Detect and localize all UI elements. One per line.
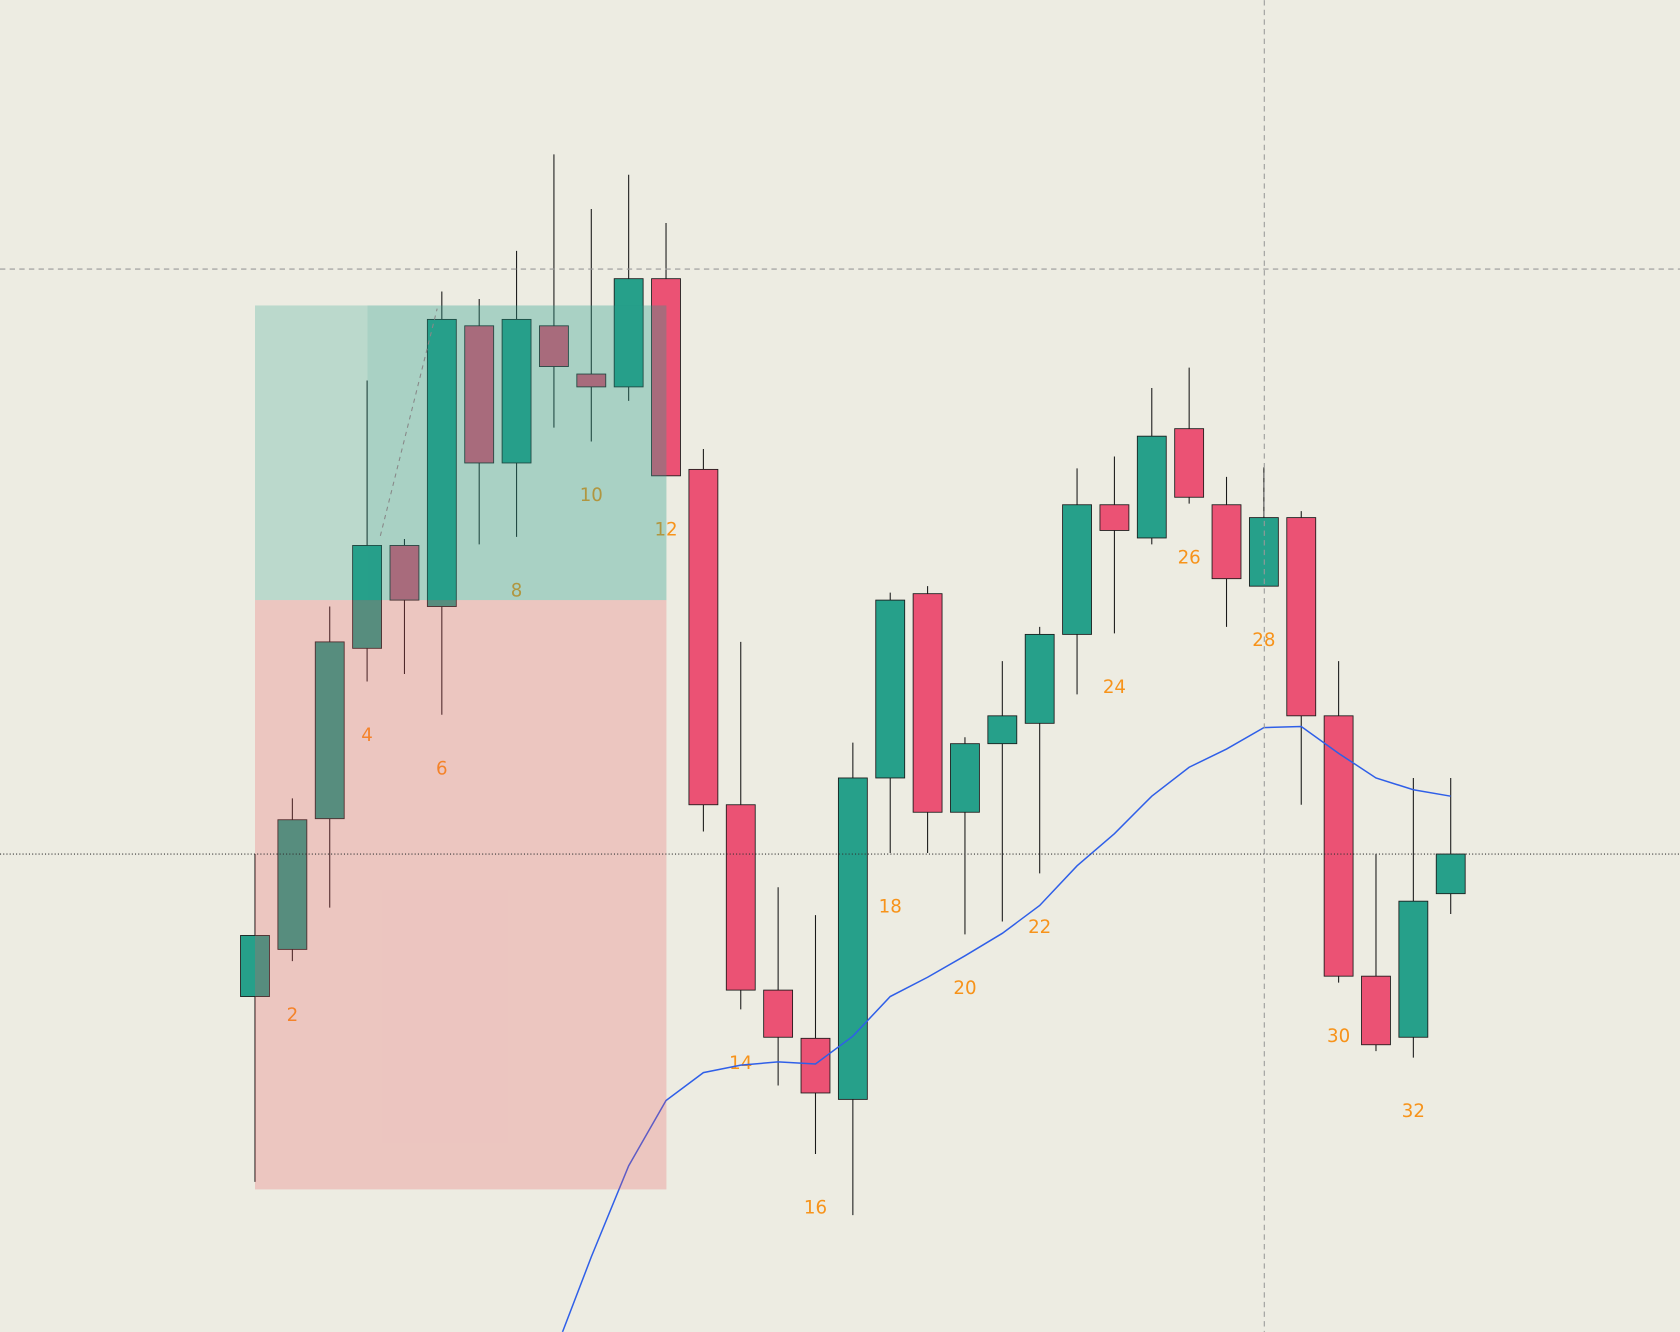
candle-body: [1136, 435, 1167, 539]
stop-zone: [255, 600, 667, 1190]
candle-label: 22: [1028, 917, 1051, 938]
candle-body: [314, 641, 345, 820]
candle-label: 26: [1178, 547, 1201, 568]
candle-label: 12: [654, 519, 677, 540]
candle-label: 18: [879, 897, 902, 918]
position-tool: [255, 305, 667, 1190]
target-zone-highlight: [367, 305, 667, 601]
candle-body: [464, 325, 495, 464]
candle-body: [875, 599, 906, 779]
plot: 2468101214161820222426283032: [240, 154, 1466, 1332]
candle-body: [1435, 853, 1466, 895]
candle-body: [1211, 504, 1242, 580]
candle-body: [1323, 715, 1354, 977]
candle-body: [240, 935, 270, 997]
candle-label: 14: [729, 1053, 752, 1074]
candle-label: 16: [804, 1198, 827, 1219]
candle-label: 32: [1402, 1101, 1425, 1122]
candle-label: 4: [361, 725, 373, 746]
candle-body: [837, 777, 868, 1100]
candle-body: [1099, 504, 1130, 531]
candle-body: [651, 278, 681, 477]
candle-body: [987, 715, 1018, 745]
candle-body: [389, 545, 420, 601]
candle-body: [1174, 428, 1205, 498]
candle-body: [1398, 900, 1429, 1038]
candle-body: [539, 325, 569, 367]
candle-body: [688, 468, 719, 806]
candle-label: 10: [580, 485, 603, 506]
candle-label: 6: [436, 758, 448, 779]
candle-label: 30: [1327, 1026, 1350, 1047]
candle-body: [426, 318, 457, 607]
candle-body: [1361, 975, 1391, 1046]
candle-label: 8: [511, 581, 523, 602]
candle-body: [950, 743, 980, 813]
candle-body: [800, 1037, 831, 1094]
candle-body: [576, 373, 607, 388]
candle-label: 20: [953, 978, 976, 999]
candle-body: [1062, 504, 1092, 635]
candle-body: [1024, 633, 1055, 724]
candle-body: [725, 804, 756, 991]
candle-body: [613, 278, 644, 388]
target-zone: [255, 305, 667, 601]
candle-body: [501, 318, 532, 464]
candle-body: [763, 989, 794, 1038]
candle-body: [1286, 517, 1317, 717]
candle-label: 24: [1103, 677, 1126, 698]
candle-body: [352, 545, 382, 649]
candle-label: 2: [287, 1005, 299, 1026]
candle-body: [912, 593, 943, 813]
moving-average-line: [561, 725, 1451, 1332]
candle-body: [277, 819, 308, 950]
